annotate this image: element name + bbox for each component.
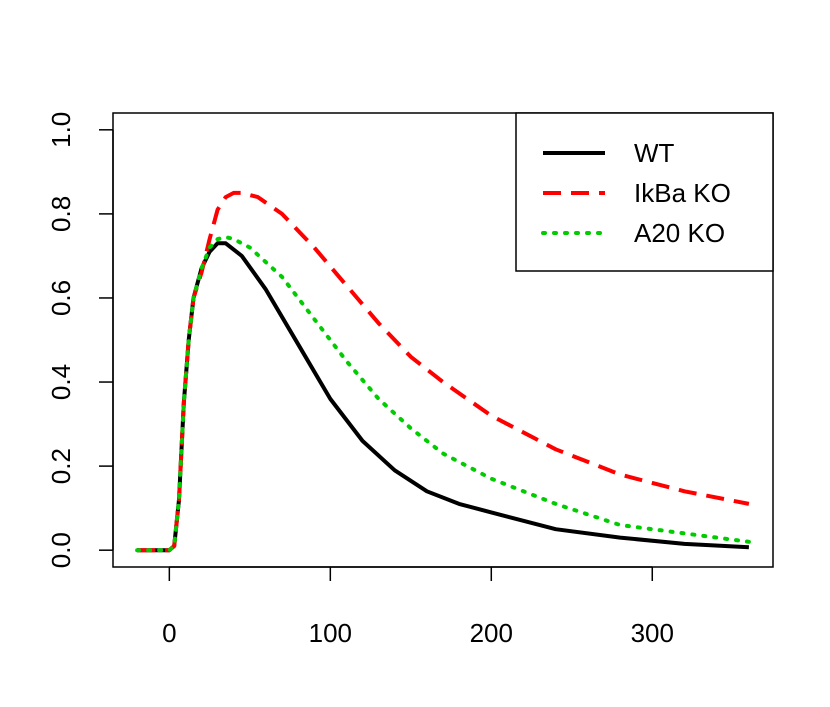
y-axis: 0.0 0.2 0.4 0.6 0.8 1.0	[46, 112, 114, 568]
x-tick-label: 300	[631, 618, 674, 648]
x-tick-label: 0	[162, 618, 176, 648]
y-tick-label: 0.4	[46, 364, 76, 400]
series-layer	[135, 190, 751, 553]
legend-label: IkBa KO	[634, 178, 731, 208]
y-tick-label: 0.6	[46, 280, 76, 316]
legend-label: WT	[634, 138, 675, 168]
series-line-1	[137, 241, 750, 553]
series-line-2	[137, 190, 750, 553]
x-axis: 0 100 200 300	[162, 566, 674, 648]
legend-label: A20 KO	[634, 218, 725, 248]
y-tick-label: 0.0	[46, 532, 76, 568]
x-tick-label: 200	[470, 618, 513, 648]
y-tick-label: 1.0	[46, 112, 76, 148]
y-tick-label: 0.8	[46, 196, 76, 232]
legend: WT IkBa KO A20 KO	[515, 112, 774, 272]
y-tick-label: 0.2	[46, 448, 76, 484]
x-tick-label: 100	[309, 618, 352, 648]
series-line-3	[135, 235, 751, 553]
